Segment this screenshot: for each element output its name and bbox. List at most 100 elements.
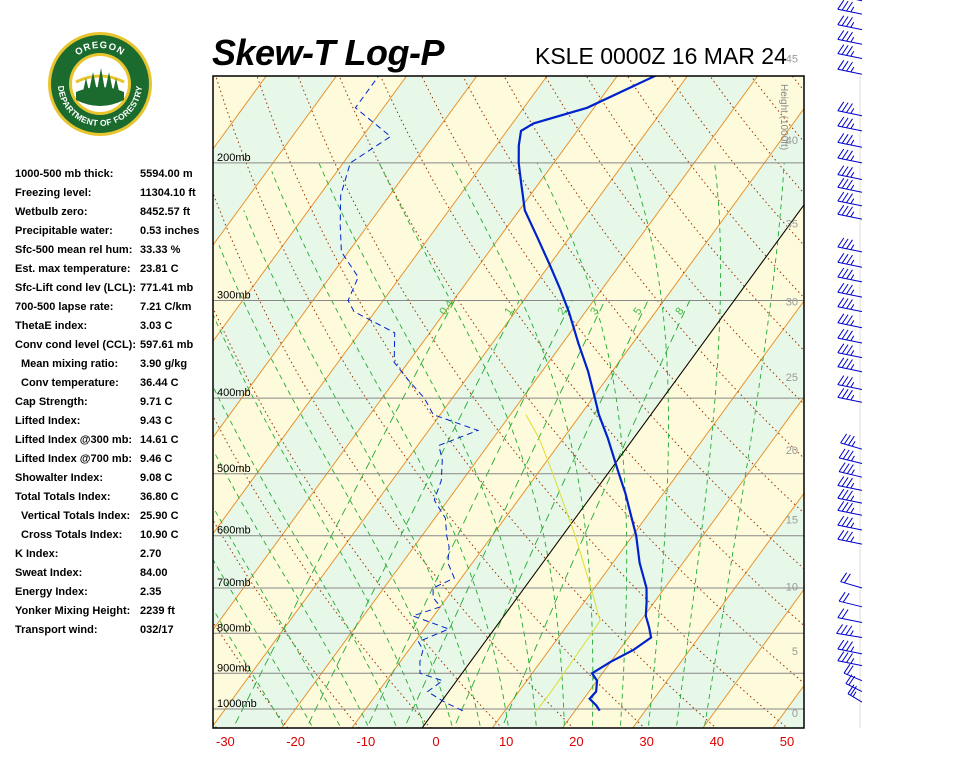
stat-row: Sfc-500 mean rel hum: 33.33 %	[15, 244, 215, 263]
isotherm-band	[632, 492, 804, 728]
stat-label: K Index:	[15, 548, 59, 560]
dry-adiabat	[0, 0, 150, 735]
stat-row: Est. max temperature: 23.81 C	[15, 263, 215, 282]
wind-barb	[837, 488, 863, 504]
moist-adiabat	[536, 162, 628, 726]
stat-value: 3.03 C	[140, 320, 173, 332]
wind-barb	[837, 501, 863, 516]
stat-row: 700-500 lapse rate: 7.21 C/km	[15, 301, 215, 320]
wind-barb	[837, 44, 863, 59]
stat-value: 25.90 C	[140, 510, 179, 522]
isotherm-band	[281, 76, 804, 728]
wind-barb	[837, 148, 863, 164]
wind-barb	[837, 515, 863, 531]
wind-barb	[837, 15, 863, 31]
dry-adiabats	[0, 0, 960, 735]
stat-row: Sfc-Lift cond lev (LCL): 771.41 mb	[15, 282, 215, 301]
stat-label: Conv cond level (CCL):	[15, 339, 137, 351]
wind-barb	[838, 591, 863, 608]
stat-label: ThetaE index:	[15, 320, 88, 332]
dry-adiabat	[585, 76, 804, 352]
wind-barbs	[836, 0, 863, 703]
pressure-label: 800mb	[217, 622, 251, 634]
stat-value: 23.81 C	[140, 263, 179, 275]
pressure-labels: 1000mb 900mb 800mb 700mb 600mb 500mb 400mb 300m…	[217, 152, 257, 710]
isotherm-band	[213, 76, 759, 728]
moist-adiabat	[318, 162, 537, 726]
stat-row: Yonker Mixing Height: 2239 ft	[15, 605, 215, 624]
dry-adiabat	[213, 191, 574, 728]
height-tick-label: 5	[792, 646, 798, 658]
stat-label: Vertical Totals Index:	[21, 510, 131, 522]
dry-adiabat	[807, 0, 960, 735]
dry-adiabat	[215, 76, 646, 728]
stat-row: 1000-500 mb thick: 5594.00 m	[15, 168, 215, 187]
wind-barb	[837, 328, 863, 344]
mixing-ratio-label: 2	[555, 305, 568, 317]
wind-barb	[837, 133, 863, 148]
moist-adiabat	[213, 505, 341, 726]
stat-label: Transport wind:	[15, 624, 98, 636]
stat-value: 8452.57 ft	[140, 206, 191, 218]
wind-barb	[837, 101, 863, 117]
temperature-tick-label: 20	[569, 734, 583, 749]
stat-label: Sfc-Lift cond lev (LCL):	[15, 282, 136, 294]
mixing-ratio-line	[453, 300, 649, 728]
stat-label: Cross Totals Index:	[21, 529, 123, 541]
wind-barb	[837, 357, 863, 373]
wind-barb	[837, 639, 863, 655]
stat-label: Energy Index:	[15, 586, 88, 598]
wind-barb	[838, 462, 863, 478]
stat-label: 1000-500 mb thick:	[15, 168, 114, 180]
stat-label: Sfc-500 mean rel hum:	[15, 244, 133, 256]
height-tick-label: 15	[786, 515, 798, 527]
temperature-tick-label: -10	[356, 734, 375, 749]
moist-adiabat	[213, 448, 369, 726]
stat-value: 3.90 g/kg	[140, 358, 188, 370]
stat-label: Precipitable water:	[15, 225, 113, 237]
wind-barb	[856, 0, 863, 2]
wind-barb	[837, 116, 863, 132]
stat-label: Cap Strength:	[15, 396, 88, 408]
stat-row: Showalter Index: 9.08 C	[15, 472, 215, 491]
stat-value: 9.46 C	[140, 453, 173, 465]
mixing-ratio-label: 3	[588, 305, 601, 317]
stat-value: 33.33 %	[140, 244, 181, 256]
dry-adiabat	[626, 76, 804, 299]
temperature-tick-label: 0	[432, 734, 439, 749]
stat-row: Mean mixing ratio: 3.90 g/kg	[15, 358, 215, 377]
mixing-ratio-label: 5	[631, 305, 644, 317]
wind-barb	[837, 375, 863, 390]
wind-barb	[837, 282, 863, 298]
height-tick-label: 0	[792, 708, 798, 720]
mixing-ratio-line	[403, 300, 606, 728]
mixing-ratio-line	[232, 300, 455, 728]
stat-row: Cap Strength: 9.71 C	[15, 396, 215, 415]
isotherm-band	[772, 684, 804, 728]
temperature-tick-label: -30	[216, 734, 235, 749]
moist-adiabat	[629, 162, 669, 726]
stat-value: 36.80 C	[140, 491, 179, 503]
pressure-label: 200mb	[217, 152, 251, 164]
dry-adiabat	[0, 0, 78, 735]
stat-row: Energy Index: 2.35	[15, 586, 215, 605]
parcel-trace	[525, 414, 601, 712]
stat-value: 0.53 inches	[140, 225, 200, 237]
wind-barb	[837, 165, 863, 180]
sounding-traces	[339, 76, 658, 712]
zero-isotherm	[421, 204, 804, 728]
pressure-label: 400mb	[217, 387, 251, 399]
pressure-label: 1000mb	[217, 698, 257, 710]
wind-barb	[837, 178, 863, 193]
isotherm-band	[351, 107, 804, 728]
stat-label: Sweat Index:	[15, 567, 83, 579]
stat-row: Lifted Index @300 mb: 14.61 C	[15, 434, 215, 453]
stat-value: 2.70	[140, 548, 162, 560]
height-tick-label: 45	[786, 54, 798, 66]
wind-barb	[837, 267, 863, 283]
dry-adiabat	[421, 76, 804, 570]
chart-title: Skew-T Log-P	[212, 32, 445, 73]
pressure-label: 900mb	[217, 662, 251, 674]
wind-barb	[837, 237, 863, 253]
